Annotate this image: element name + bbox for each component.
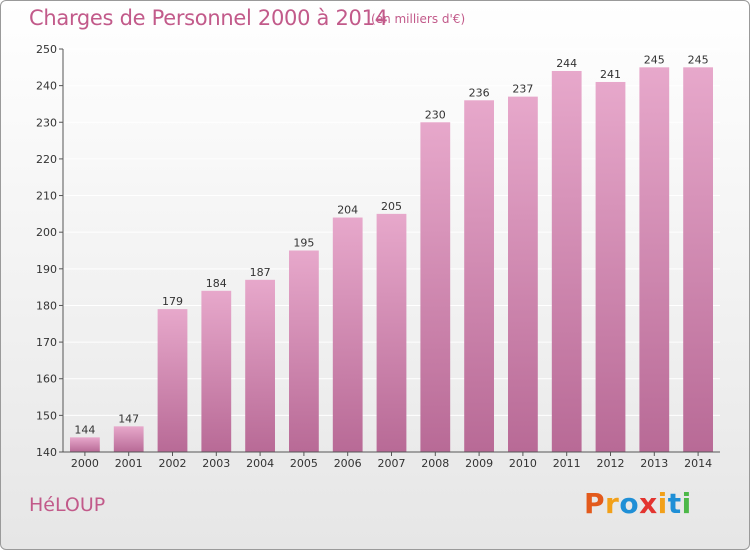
y-tick-label: 170 bbox=[36, 336, 57, 349]
bar-2003 bbox=[201, 290, 232, 452]
y-tick-label: 220 bbox=[36, 153, 57, 166]
x-tick-label-2001: 2001 bbox=[115, 457, 143, 470]
value-label-2003: 184 bbox=[206, 277, 227, 290]
x-tick-label-2006: 2006 bbox=[334, 457, 362, 470]
value-label-2009: 236 bbox=[469, 86, 490, 99]
x-tick-label-2012: 2012 bbox=[597, 457, 625, 470]
bar-2006 bbox=[332, 217, 363, 452]
bar-2000 bbox=[70, 437, 100, 452]
x-tick-label-2014: 2014 bbox=[684, 457, 712, 470]
bar-2004 bbox=[245, 279, 275, 452]
x-tick-label-2004: 2004 bbox=[246, 457, 274, 470]
bar-2001 bbox=[113, 426, 144, 452]
chart-title: Charges de Personnel 2000 à 2014 bbox=[29, 6, 388, 30]
value-label-2010: 237 bbox=[512, 83, 533, 96]
value-label-2005: 195 bbox=[293, 237, 314, 250]
proxiti-logo[interactable]: Proxiti bbox=[584, 487, 692, 520]
logo-letter: t bbox=[667, 487, 682, 520]
x-tick-label-2005: 2005 bbox=[290, 457, 318, 470]
bar-2002 bbox=[157, 309, 188, 452]
value-label-2007: 205 bbox=[381, 200, 402, 213]
chart-subtitle: (en milliers d'€) bbox=[371, 12, 466, 26]
bar-2010 bbox=[508, 96, 538, 453]
logo-letter: r bbox=[605, 487, 620, 520]
logo-letter: x bbox=[639, 487, 658, 520]
bar-2007 bbox=[376, 213, 407, 452]
value-label-2011: 244 bbox=[556, 57, 577, 70]
x-tick-label-2013: 2013 bbox=[640, 457, 668, 470]
value-label-2014: 245 bbox=[688, 53, 709, 66]
x-tick-label-2009: 2009 bbox=[465, 457, 493, 470]
bar-2011 bbox=[551, 70, 582, 453]
y-tick-label: 250 bbox=[36, 43, 57, 56]
logo-letter: i bbox=[681, 487, 692, 520]
y-tick-label: 200 bbox=[36, 226, 57, 239]
y-tick-label: 190 bbox=[36, 263, 57, 276]
bar-2014 bbox=[683, 67, 713, 453]
x-tick-label-2003: 2003 bbox=[202, 457, 230, 470]
value-label-2004: 187 bbox=[250, 266, 271, 279]
y-tick-label: 240 bbox=[36, 80, 57, 93]
commune-name: HéLOUP bbox=[29, 494, 106, 516]
x-tick-label-2000: 2000 bbox=[71, 457, 99, 470]
value-label-2002: 179 bbox=[162, 295, 183, 308]
bar-2009 bbox=[464, 100, 494, 453]
value-label-2012: 241 bbox=[600, 68, 621, 81]
logo-letter: o bbox=[619, 487, 640, 520]
y-tick-label: 180 bbox=[36, 299, 57, 312]
x-tick-label-2011: 2011 bbox=[553, 457, 581, 470]
y-tick-label: 140 bbox=[36, 446, 57, 459]
bar-2008 bbox=[420, 122, 451, 452]
y-tick-label: 230 bbox=[36, 116, 57, 129]
value-label-2013: 245 bbox=[644, 53, 665, 66]
value-label-2008: 230 bbox=[425, 108, 446, 121]
x-tick-label-2002: 2002 bbox=[159, 457, 187, 470]
bar-2005 bbox=[289, 250, 319, 452]
value-label-2006: 204 bbox=[337, 204, 358, 217]
axes bbox=[59, 48, 720, 456]
logo-letter: i bbox=[657, 487, 668, 520]
y-tick-label: 210 bbox=[36, 190, 57, 203]
x-tick-label-2007: 2007 bbox=[378, 457, 406, 470]
value-label-2000: 144 bbox=[74, 423, 95, 436]
value-label-2001: 147 bbox=[118, 412, 139, 425]
y-tick-label: 150 bbox=[36, 409, 57, 422]
bars bbox=[70, 67, 713, 453]
labels: 140 150 160 170 180 190 200 210 220 230 240 250 144 2… bbox=[36, 43, 712, 470]
y-tick-label: 160 bbox=[36, 373, 57, 386]
logo-letter: P bbox=[584, 487, 606, 520]
bar-2013 bbox=[639, 67, 670, 453]
x-tick-label-2010: 2010 bbox=[509, 457, 537, 470]
x-tick-label-2008: 2008 bbox=[421, 457, 449, 470]
bar-2012 bbox=[595, 81, 626, 453]
